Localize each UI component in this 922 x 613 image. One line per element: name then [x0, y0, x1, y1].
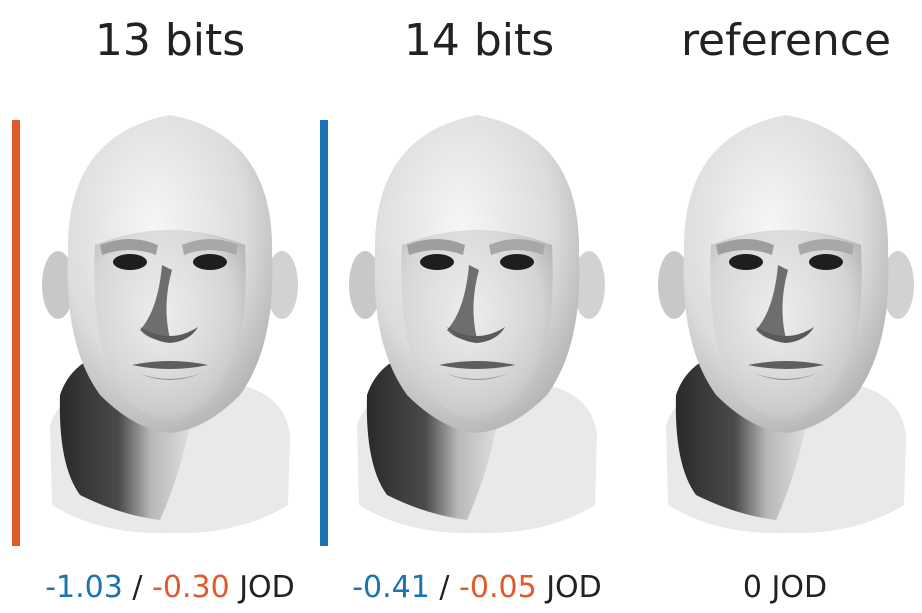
caption-14-bits: -0.41 / -0.05 JOD	[322, 568, 632, 608]
caption-13-bits: -1.03 / -0.30 JOD	[15, 568, 325, 608]
panel-title-13-bits: 13 bits	[94, 15, 246, 66]
panel-title-14-bits: 14 bits	[403, 15, 555, 66]
separator: /	[122, 570, 153, 605]
panel-14-bits-color-bar	[320, 120, 328, 546]
score-a: -1.03	[45, 570, 123, 605]
panel-13-bits-color-bar	[12, 120, 20, 546]
head-render-14-bits	[349, 115, 605, 534]
separator: /	[429, 570, 460, 605]
score-b: -0.05	[459, 570, 537, 605]
caption-reference: 0 JOD	[630, 568, 922, 608]
head-render-13-bits	[42, 115, 298, 534]
score-b: -0.30	[152, 570, 230, 605]
unit: JOD	[536, 570, 602, 605]
panel-title-reference: reference	[680, 15, 892, 66]
head-render-reference	[658, 115, 914, 534]
score: 0	[742, 570, 762, 605]
score-a: -0.41	[352, 570, 430, 605]
unit: JOD	[229, 570, 295, 605]
unit: JOD	[761, 570, 828, 605]
